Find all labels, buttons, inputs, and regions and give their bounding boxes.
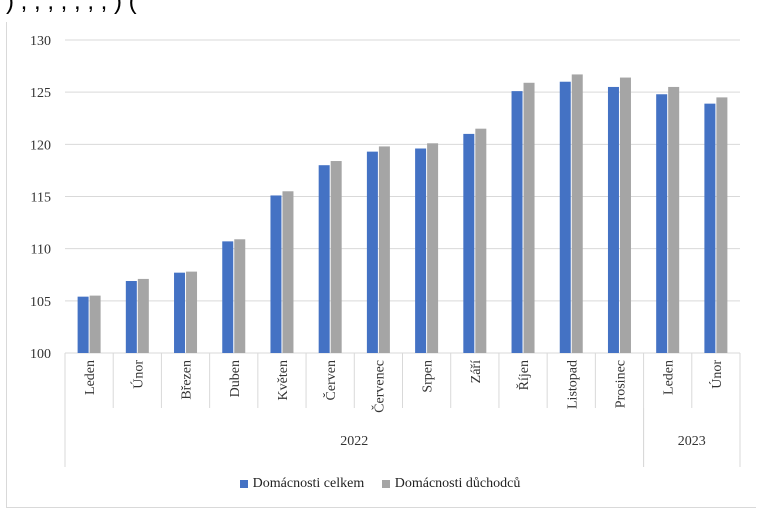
bar-celkem-4 bbox=[270, 195, 282, 353]
x-category-label: Srpen bbox=[421, 360, 436, 393]
cropped-title-strip: ) , , , , , , , ) ( bbox=[0, 0, 760, 30]
bar-duchodcu-12 bbox=[668, 86, 680, 353]
legend-item-series-1: Domácnosti celkem bbox=[239, 476, 365, 492]
y-tick-label: 120 bbox=[30, 138, 51, 153]
bar-celkem-7 bbox=[415, 148, 427, 353]
bar-duchodcu-6 bbox=[378, 146, 390, 353]
bar-celkem-13 bbox=[704, 103, 716, 353]
bar-duchodcu-7 bbox=[427, 143, 439, 353]
x-category-label: Únor bbox=[708, 360, 725, 389]
legend-swatch-series-2 bbox=[381, 480, 390, 488]
x-category-label: Leden bbox=[83, 360, 98, 395]
x-category-label: Březen bbox=[180, 360, 195, 400]
x-category-label: Prosinec bbox=[613, 360, 628, 408]
bar-duchodcu-4 bbox=[282, 191, 294, 353]
bar-duchodcu-8 bbox=[475, 128, 487, 353]
bar-celkem-12 bbox=[656, 94, 668, 354]
bar-celkem-6 bbox=[366, 151, 378, 353]
x-category-label: Únor bbox=[129, 360, 146, 389]
x-category-label: Květen bbox=[276, 360, 291, 400]
bar-duchodcu-1 bbox=[137, 278, 149, 353]
bar-celkem-2 bbox=[174, 272, 186, 353]
legend-label-series-2: Domácnosti důchodců bbox=[394, 476, 521, 491]
y-tick-label: 125 bbox=[30, 86, 51, 101]
x-category-label: Duben bbox=[228, 360, 243, 397]
x-category-label: Říjen bbox=[515, 360, 532, 390]
legend-item-series-2: Domácnosti důchodců bbox=[381, 476, 521, 492]
bar-celkem-10 bbox=[559, 81, 571, 353]
bar-duchodcu-2 bbox=[186, 271, 198, 353]
legend-label-series-1: Domácnosti celkem bbox=[252, 476, 365, 491]
bar-duchodcu-9 bbox=[523, 82, 535, 353]
y-tick-label: 105 bbox=[30, 295, 51, 310]
x-category-label: Leden bbox=[662, 360, 677, 395]
chart-frame bbox=[6, 22, 756, 508]
bar-duchodcu-3 bbox=[234, 239, 246, 353]
bar-celkem-5 bbox=[318, 165, 330, 353]
legend-swatch-series-1 bbox=[239, 480, 248, 488]
x-category-label: Září bbox=[469, 360, 484, 383]
bar-celkem-11 bbox=[607, 86, 619, 353]
y-tick-label: 110 bbox=[31, 243, 51, 258]
y-tick-label: 115 bbox=[31, 191, 51, 206]
x-category-label: Červenec bbox=[370, 360, 387, 413]
bar-celkem-3 bbox=[222, 241, 234, 353]
cropped-title-text: ) , , , , , , , ) ( bbox=[6, 0, 137, 15]
x-category-label: Červen bbox=[322, 360, 339, 400]
bar-celkem-0 bbox=[77, 296, 89, 353]
bar-duchodcu-13 bbox=[716, 97, 728, 353]
bar-duchodcu-0 bbox=[89, 295, 101, 353]
bar-celkem-9 bbox=[511, 91, 523, 353]
bar-celkem-1 bbox=[125, 281, 137, 353]
bar-duchodcu-11 bbox=[619, 77, 631, 353]
year-group-label-2023: 2023 bbox=[678, 434, 706, 449]
x-category-label: Listopad bbox=[565, 360, 580, 409]
y-tick-label: 100 bbox=[30, 347, 51, 362]
legend: Domácnosti celkem Domácnosti důchodců bbox=[0, 476, 760, 493]
y-tick-label: 130 bbox=[30, 34, 51, 49]
bar-duchodcu-5 bbox=[330, 161, 342, 353]
bar-celkem-8 bbox=[463, 133, 475, 353]
bar-duchodcu-10 bbox=[571, 74, 583, 354]
year-group-label-2022: 2022 bbox=[340, 434, 368, 449]
